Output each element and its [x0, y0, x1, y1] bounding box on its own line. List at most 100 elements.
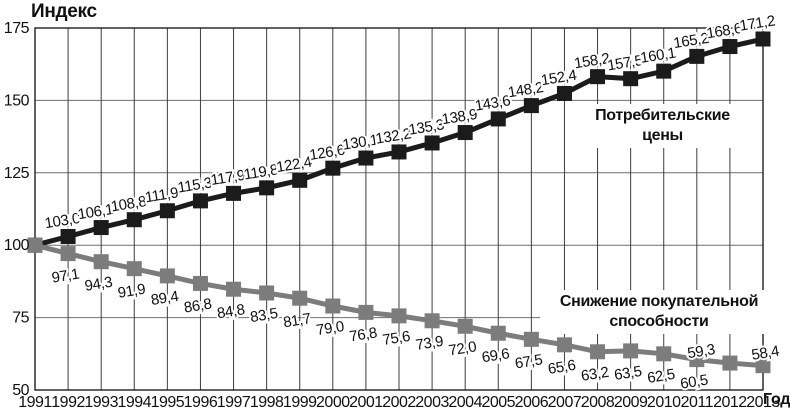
point-label: 119,8 — [243, 161, 280, 183]
point-label: 73,9 — [414, 333, 444, 354]
x-tick-label: 1997 — [217, 394, 251, 411]
x-tick-label: 2004 — [448, 394, 482, 411]
series-marker — [523, 98, 539, 114]
x-tick-label: 2002 — [382, 394, 416, 411]
series-marker — [126, 212, 142, 228]
series-marker — [325, 160, 341, 176]
series-marker — [755, 358, 771, 374]
series-marker — [457, 318, 473, 334]
series-marker — [490, 325, 506, 341]
point-label: 106,1 — [77, 201, 115, 223]
point-label: 130,1 — [341, 131, 379, 153]
point-label: 160,1 — [639, 45, 677, 67]
series-marker — [93, 254, 109, 270]
point-label: 86,8 — [183, 295, 213, 316]
series-marker — [159, 203, 175, 219]
series-marker — [27, 237, 43, 253]
series-marker — [523, 331, 539, 347]
series-marker — [60, 229, 76, 245]
series-marker — [226, 185, 242, 201]
x-tick-label: 2011 — [681, 394, 714, 411]
series-marker — [656, 346, 672, 362]
y-tick-label: 75 — [12, 310, 29, 327]
series-marker — [358, 150, 374, 166]
series-marker — [424, 313, 440, 329]
series-label-purchasing-power: Снижение покупательной способности — [540, 290, 778, 334]
point-label: 158,2 — [573, 50, 611, 72]
point-label: 165,2 — [672, 30, 710, 52]
point-label: 67,5 — [514, 351, 544, 372]
point-label: 75,6 — [381, 328, 411, 349]
series-marker — [689, 352, 705, 368]
x-tick-label: 1994 — [117, 394, 151, 411]
series-marker — [159, 268, 175, 284]
x-tick-label: 2007 — [548, 394, 582, 411]
series-marker — [457, 125, 473, 141]
point-label: 117,9 — [210, 167, 247, 189]
y-tick-label: 100 — [4, 237, 30, 254]
y-axis-title: Индекс — [31, 1, 97, 22]
point-label: 148,2 — [507, 79, 545, 101]
series-marker — [556, 85, 572, 101]
series-marker — [722, 355, 738, 371]
point-label: 138,9 — [441, 106, 479, 128]
series-marker — [259, 180, 275, 196]
x-tick-label: 1992 — [51, 394, 85, 411]
point-label: 143,6 — [474, 92, 512, 114]
series-marker — [755, 31, 771, 47]
point-label: 97,1 — [50, 266, 80, 287]
point-label: 91,9 — [117, 281, 147, 302]
point-label: 168,6 — [705, 20, 743, 42]
series-marker — [590, 69, 606, 85]
x-tick-label: 2005 — [481, 394, 515, 411]
x-tick-label: 1991 — [18, 394, 52, 411]
x-tick-label: 1995 — [151, 394, 185, 411]
x-tick-label: 1993 — [84, 394, 118, 411]
x-tick-label: 2006 — [515, 394, 549, 411]
point-label: 76,8 — [348, 324, 378, 345]
series-marker — [623, 343, 639, 359]
series-marker — [292, 172, 308, 188]
x-tick-label: 2000 — [316, 394, 350, 411]
point-label: 103,0 — [44, 210, 82, 232]
point-label: 72,0 — [448, 338, 478, 359]
x-tick-label: 2008 — [581, 394, 615, 411]
series-marker — [325, 298, 341, 314]
point-label: 79,0 — [315, 318, 345, 339]
y-tick-label: 50 — [12, 382, 29, 399]
series-marker — [623, 71, 639, 87]
point-label: 89,4 — [150, 288, 180, 309]
point-label: 62,5 — [646, 366, 676, 387]
series-marker — [192, 275, 208, 291]
x-tick-label: 2012 — [713, 394, 747, 411]
point-label: 135,3 — [408, 116, 446, 138]
series-marker — [391, 144, 407, 160]
point-label: 94,3 — [84, 274, 114, 295]
x-tick-label: 2009 — [614, 394, 648, 411]
x-tick-label: 1998 — [250, 394, 284, 411]
series-marker — [60, 246, 76, 262]
point-label: 157,5 — [606, 52, 644, 74]
series-marker — [391, 308, 407, 324]
series-label-line: цены — [642, 127, 683, 144]
point-label: 126,6 — [308, 142, 346, 164]
series-marker — [689, 48, 705, 64]
point-label: 83,5 — [249, 305, 279, 326]
point-label: 81,7 — [282, 310, 312, 331]
x-tick-label: 1996 — [184, 394, 218, 411]
y-tick-label: 125 — [4, 165, 30, 182]
point-label: 65,6 — [547, 357, 577, 378]
series-label-line: Потребительские — [595, 107, 730, 124]
series-marker — [590, 344, 606, 360]
point-label: 171,2 — [738, 12, 776, 34]
series-marker — [556, 337, 572, 353]
point-label: 63,2 — [580, 364, 610, 385]
plot-border — [34, 27, 764, 391]
point-label: 132,2 — [374, 125, 412, 147]
series-marker — [226, 281, 242, 297]
x-tick-label: 2001 — [349, 394, 383, 411]
series-marker — [259, 285, 275, 301]
point-label: 69,6 — [481, 345, 511, 366]
series-marker — [358, 304, 374, 320]
